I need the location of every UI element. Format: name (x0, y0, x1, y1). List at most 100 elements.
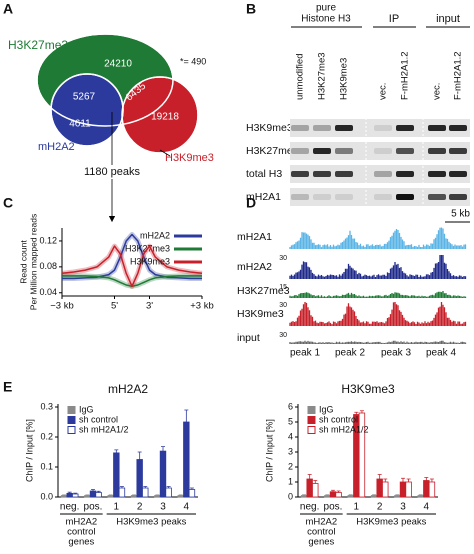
venn-outline (36, 33, 174, 127)
bar (159, 450, 167, 498)
blot-band (313, 171, 331, 177)
panel-letter: A (3, 1, 13, 17)
bar (335, 492, 342, 498)
group-label: control (67, 527, 96, 538)
bar (394, 495, 401, 498)
legend-swatch (67, 426, 76, 434)
blot-band (396, 171, 414, 177)
row-label: H3K9me3 (246, 122, 293, 134)
bar (399, 481, 407, 498)
error-bar (331, 489, 335, 492)
blot-band (291, 148, 309, 154)
error-bar (418, 494, 423, 496)
group-label: mH2A2 (65, 517, 97, 528)
x-tick-label: 5' (111, 301, 118, 312)
lane-label: H3K27me3 (317, 52, 328, 100)
error-bar (354, 411, 359, 415)
blot-band (449, 125, 467, 131)
bar (376, 478, 383, 498)
blot-band (396, 148, 414, 154)
bar (107, 495, 114, 498)
blot-band (291, 171, 309, 177)
peak-label: peak 1 (290, 348, 320, 359)
row-label: total H3 (246, 168, 282, 180)
legend-swatch (307, 426, 316, 434)
bar (130, 495, 138, 498)
x-tick-label: 2 (377, 502, 383, 513)
panel-letter: B (246, 1, 256, 17)
leader-line (159, 149, 171, 157)
lane-label: F-mH2A1.2 (453, 51, 464, 100)
error-bar (406, 478, 411, 482)
venn-count: 4611 (69, 119, 91, 130)
track-label: H3K27me3 (237, 285, 290, 297)
track-signal (289, 255, 467, 279)
x-tick-label: +3 kb (190, 301, 214, 312)
group-header: IP (389, 13, 399, 25)
error-bar (313, 480, 318, 484)
y-axis-label: ChIP / Input [%] (264, 419, 274, 482)
y-tick-label: 0 (288, 491, 293, 501)
blot-band (313, 194, 331, 200)
x-tick-label: 4 (424, 502, 430, 513)
bar (142, 487, 149, 498)
x-tick-label: 3' (146, 301, 153, 312)
blot-band (374, 171, 392, 177)
blot-band (449, 171, 467, 177)
error-bar (359, 410, 364, 413)
lane-label: vec. (432, 83, 443, 100)
track-signal (289, 227, 467, 249)
venn-outline (121, 76, 199, 154)
panel-letter: E (3, 379, 12, 395)
y-tick-label: 0.04 (39, 287, 57, 297)
track-label: mH2A2 (237, 261, 272, 273)
legend-label: sh control (79, 414, 118, 424)
group-header: input (436, 13, 460, 25)
bar (417, 495, 424, 498)
error-bar (137, 451, 142, 460)
row-label: mH2A1 (246, 191, 281, 203)
y-tick-label: 3 (288, 446, 293, 456)
lane-label: F-mH2A1.2 (400, 51, 411, 100)
track-label: mH2A1 (237, 231, 272, 243)
x-tick-label: pos. (84, 502, 103, 513)
blot-band (428, 194, 446, 200)
error-bar (155, 494, 160, 496)
peak-label: peak 3 (381, 348, 411, 359)
y-tick-label: 4 (288, 431, 293, 441)
bar (113, 452, 120, 498)
y-tick-label: 6 (288, 401, 293, 411)
error-bar (429, 478, 434, 482)
error-bar (62, 494, 67, 496)
bar (66, 492, 73, 498)
blot-headers: pure Histone H3 IP input (291, 3, 470, 28)
error-bar (302, 494, 307, 496)
error-bar (67, 491, 72, 494)
blot-strip (290, 119, 470, 137)
x-tick-label: 3 (160, 502, 166, 513)
error-bar (325, 494, 330, 496)
bar (382, 481, 389, 498)
error-bar (166, 486, 171, 488)
error-bar (383, 478, 388, 482)
scale-bar-label: 5 kb (451, 209, 470, 220)
legend-label: H3K9me3 (130, 256, 170, 266)
blot-strip (290, 188, 470, 206)
peak-label: peak 4 (426, 348, 456, 359)
bar (300, 495, 308, 498)
error-bar (348, 494, 353, 496)
blot-strip (290, 165, 470, 183)
lane-label: unmodified (295, 54, 306, 100)
blot-band (291, 194, 309, 200)
error-bar (73, 492, 78, 494)
error-bar (372, 494, 377, 496)
group-label: mH2A2 (305, 517, 337, 528)
blot-band (396, 194, 414, 200)
venn-note: 1180 peaks (84, 166, 141, 178)
bar (428, 481, 436, 498)
blot-band (335, 194, 353, 200)
x-tick-label: −3 kb (50, 301, 74, 312)
legend-label: IgG (79, 404, 94, 414)
x-tick-label: 4 (184, 502, 190, 513)
legend-swatch (67, 406, 76, 414)
